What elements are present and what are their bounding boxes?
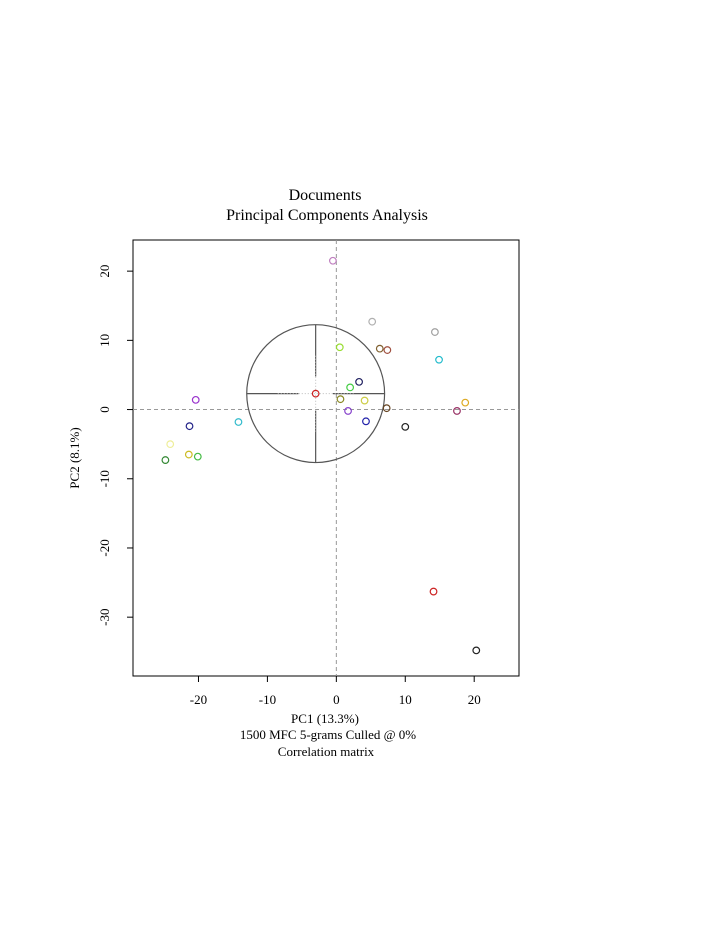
y-tick-label-1: 10: [97, 334, 112, 347]
data-point-0: [328, 256, 337, 265]
data-point-3: [335, 343, 344, 352]
y-tick-label-5: -30: [97, 609, 112, 626]
data-point-15: [453, 407, 461, 415]
data-point-14: [344, 407, 352, 415]
y-tick-label-0: 20: [97, 265, 112, 278]
caption-method: 1500 MFC 5-grams Culled @ 0%: [240, 727, 416, 742]
data-point-16: [461, 398, 470, 407]
x-tick-label-1: -10: [259, 692, 276, 707]
data-point-26: [472, 646, 481, 655]
y-tick-label-2: 0: [97, 406, 112, 413]
x-axis-label: PC1 (13.3%): [291, 711, 359, 726]
y-tick-label-3: -10: [97, 470, 112, 487]
data-point-17: [362, 417, 370, 426]
data-point-22: [184, 450, 193, 459]
x-axis: -20 -10 0 10 20: [190, 676, 481, 707]
data-point-21: [166, 440, 175, 449]
caption-matrix: Correlation matrix: [278, 744, 375, 759]
data-point-25: [429, 587, 438, 596]
data-point-23: [193, 452, 202, 461]
data-point-1: [368, 317, 377, 326]
y-axis-label: PC2 (8.1%): [67, 427, 82, 488]
data-point-10: [336, 395, 345, 404]
data-point-11: [360, 396, 369, 405]
data-point-6: [435, 355, 443, 364]
data-point-5: [383, 346, 392, 354]
data-point-9: [311, 389, 320, 398]
data-point-13: [382, 404, 391, 413]
plot-frame: [132, 239, 520, 677]
x-tick-label-4: 20: [468, 692, 481, 707]
x-tick-label-0: -20: [190, 692, 207, 707]
x-tick-label-3: 10: [399, 692, 412, 707]
chart-subtitle: Principal Components Analysis: [226, 207, 428, 224]
chart-title: Documents: [289, 187, 362, 204]
data-point-24: [161, 456, 170, 464]
y-tick-label-4: -20: [97, 539, 112, 556]
data-point-20: [185, 422, 194, 431]
data-point-4: [375, 344, 384, 353]
data-point-19: [234, 418, 243, 426]
data-point-2: [431, 328, 439, 336]
data-point-12: [191, 395, 200, 404]
data-point-8: [346, 383, 355, 392]
data-point-18: [401, 422, 410, 431]
plot-area: [132, 239, 520, 677]
x-tick-label-2: 0: [333, 692, 340, 707]
data-point-7: [355, 377, 363, 386]
y-axis: 20 10 0 -10 -20 -30: [97, 265, 133, 626]
